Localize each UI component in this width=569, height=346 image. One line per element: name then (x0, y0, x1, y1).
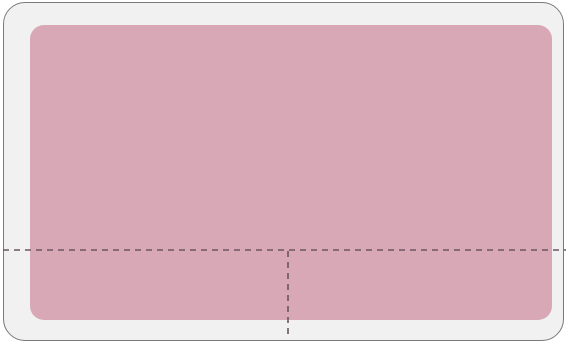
touch-surface (30, 25, 552, 320)
